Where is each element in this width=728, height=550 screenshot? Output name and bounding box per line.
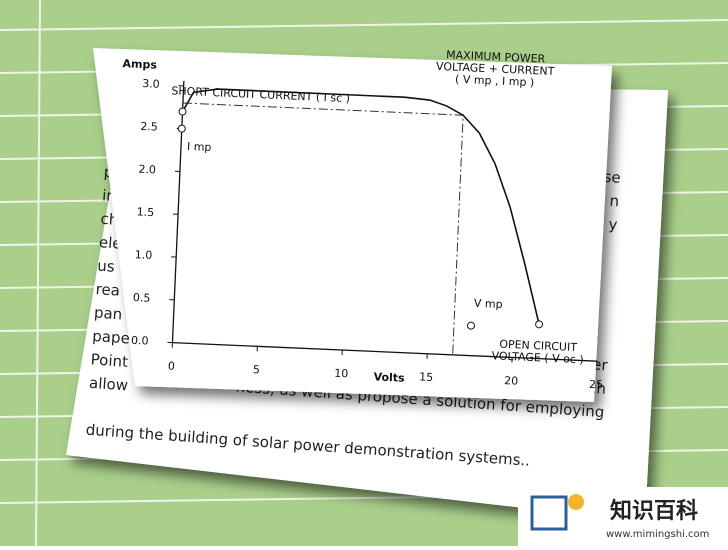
annotation-text: V mp <box>474 297 503 311</box>
watermark: 知识百科 www.mimingshi.com <box>518 487 728 546</box>
watermark-title: 知识百科 <box>610 498 698 524</box>
doc-line-left: rea <box>95 280 120 300</box>
x-tick-label: 20 <box>504 374 519 388</box>
doc-line-left: pape <box>92 327 131 348</box>
watermark-url: www.mimingshi.com <box>606 529 709 540</box>
y-tick-label: 1.0 <box>134 248 152 262</box>
y-tick-label: 2.0 <box>138 163 156 177</box>
doc-line-left: us <box>97 257 116 276</box>
x-tick-label: 5 <box>253 363 261 376</box>
annotation-marker <box>467 322 474 329</box>
y-tick-label: 0.0 <box>131 334 149 348</box>
y-tick-label: 3.0 <box>142 77 160 91</box>
y-axis-label: Amps <box>122 57 157 72</box>
x-tick-label: 25 <box>589 378 604 392</box>
y-tick-label: 1.5 <box>136 205 154 219</box>
x-axis-label: Volts <box>373 370 405 384</box>
y-tick-label: 0.5 <box>133 291 151 305</box>
x-tick-label: 10 <box>334 367 349 381</box>
doc-line-right: y <box>608 215 618 234</box>
annotation-marker <box>178 125 185 132</box>
bulb-icon <box>568 494 584 510</box>
annotation-marker <box>179 108 186 115</box>
annotation-marker <box>535 321 542 328</box>
doc-line-left: pan <box>93 303 122 323</box>
y-tick-label: 2.5 <box>140 120 158 134</box>
x-tick-label: 15 <box>419 370 434 384</box>
x-tick-label: 0 <box>168 359 176 372</box>
annotation-text: I mp <box>187 140 212 154</box>
doc-line-right: n <box>609 192 620 211</box>
doc-line-left: allow <box>89 374 129 395</box>
doc-line-left: Point <box>90 350 129 371</box>
